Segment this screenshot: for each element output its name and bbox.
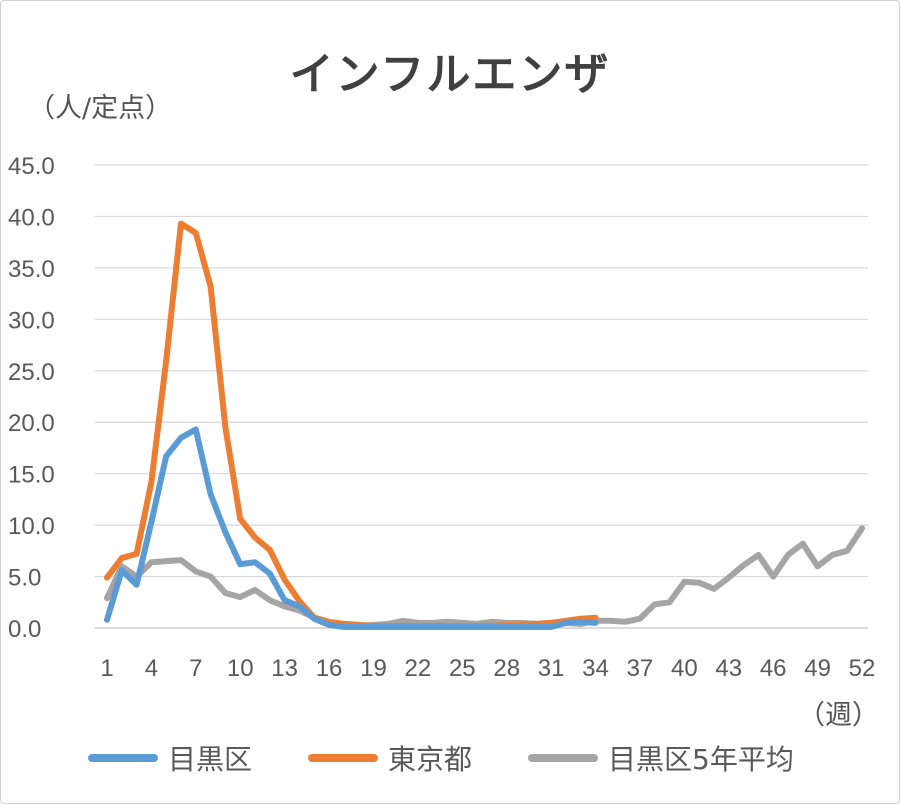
legend-swatch-tokyo (308, 754, 378, 762)
x-axis-unit-label: （週） (798, 700, 879, 731)
x-tick-label: 22 (405, 655, 432, 682)
y-tick-label: 15.0 (8, 462, 55, 489)
y-tick-label: 35.0 (8, 256, 55, 283)
legend-swatch-meguro (88, 754, 158, 762)
chart-title: インフルエンザ (289, 49, 611, 100)
x-tick-label: 52 (849, 655, 876, 682)
x-tick-label: 1 (100, 655, 113, 682)
x-tick-label: 25 (449, 655, 476, 682)
legend-item-tokyo: 東京都 (308, 738, 472, 778)
x-tick-label: 4 (145, 655, 158, 682)
legend-item-meguro: 目黒区 (88, 738, 252, 778)
y-tick-label: 40.0 (8, 204, 55, 231)
x-tick-label: 19 (360, 655, 387, 682)
x-axis-ticks: 1 4 7 10 13 16 19 22 25 28 31 34 37 40 43 46 49 52 (100, 655, 875, 682)
y-axis-unit-label: （人/定点） (28, 93, 173, 124)
legend-swatch-meguro-5yr-avg (528, 754, 598, 762)
x-tick-label: 7 (189, 655, 202, 682)
y-tick-label: 25.0 (8, 359, 55, 386)
y-axis-ticks: 0.0 5.0 10.0 15.0 20.0 25.0 30.0 35.0 40.0 45.0 (8, 153, 55, 643)
x-tick-label: 16 (316, 655, 343, 682)
y-tick-label: 20.0 (8, 410, 55, 437)
x-tick-label: 40 (671, 655, 698, 682)
x-tick-label: 31 (538, 655, 565, 682)
x-tick-label: 37 (627, 655, 654, 682)
x-tick-label: 13 (271, 655, 298, 682)
y-tick-label: 0.0 (8, 616, 41, 643)
series-line-meguro (104, 426, 599, 630)
x-tick-label: 10 (227, 655, 254, 682)
y-tick-label: 10.0 (8, 513, 55, 540)
legend-label-tokyo: 東京都 (388, 743, 473, 776)
series-lines (104, 220, 865, 630)
legend-label-meguro-5yr-avg: 目黒区5年平均 (608, 743, 794, 776)
x-tick-label: 49 (804, 655, 831, 682)
y-tick-label: 45.0 (8, 153, 55, 180)
legend: 目黒区 東京都 目黒区5年平均 (0, 738, 900, 782)
series-line-meguro-5yr-avg (104, 525, 865, 629)
legend-label-meguro: 目黒区 (168, 743, 253, 776)
x-tick-label: 43 (715, 655, 742, 682)
x-tick-label: 34 (582, 655, 609, 682)
legend-item-meguro-5yr-avg: 目黒区5年平均 (528, 738, 794, 778)
y-tick-label: 5.0 (8, 565, 41, 592)
series-line-tokyo (104, 220, 599, 629)
x-tick-label: 46 (760, 655, 787, 682)
x-tick-label: 28 (493, 655, 520, 682)
y-tick-label: 30.0 (8, 307, 55, 334)
